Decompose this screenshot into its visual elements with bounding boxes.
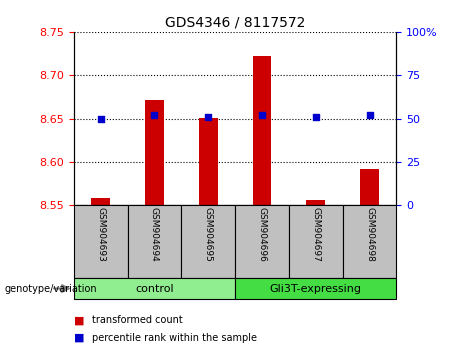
Text: GSM904694: GSM904694 — [150, 207, 159, 262]
Bar — [91, 198, 110, 205]
Text: GSM904697: GSM904697 — [311, 207, 320, 262]
Bar — [253, 56, 272, 205]
Bar — [307, 200, 325, 205]
Text: GSM904698: GSM904698 — [365, 207, 374, 262]
Text: ■: ■ — [74, 333, 84, 343]
Bar — [360, 169, 379, 205]
Bar — [235, 205, 289, 278]
Text: transformed count: transformed count — [92, 315, 183, 325]
Text: percentile rank within the sample: percentile rank within the sample — [92, 333, 257, 343]
Bar — [145, 99, 164, 205]
Bar — [128, 205, 181, 278]
Point — [366, 112, 373, 118]
Bar — [343, 205, 396, 278]
Text: control: control — [135, 284, 174, 293]
Text: ■: ■ — [74, 315, 84, 325]
Point — [205, 114, 212, 120]
Bar — [289, 205, 343, 278]
Bar — [235, 278, 396, 299]
Text: GSM904693: GSM904693 — [96, 207, 105, 262]
Point — [151, 112, 158, 118]
Point — [312, 114, 319, 120]
Bar — [181, 205, 235, 278]
Bar — [74, 205, 128, 278]
Title: GDS4346 / 8117572: GDS4346 / 8117572 — [165, 15, 305, 29]
Text: GSM904695: GSM904695 — [204, 207, 213, 262]
Bar — [74, 278, 235, 299]
Text: genotype/variation: genotype/variation — [5, 284, 97, 293]
Point — [258, 112, 266, 118]
Point — [97, 116, 104, 121]
Bar — [199, 118, 218, 205]
Text: Gli3T-expressing: Gli3T-expressing — [270, 284, 362, 293]
Text: GSM904696: GSM904696 — [258, 207, 266, 262]
